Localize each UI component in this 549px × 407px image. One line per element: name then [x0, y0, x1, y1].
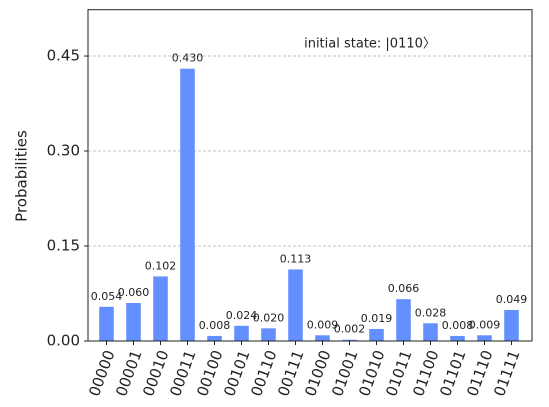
- value-label: 0.024: [226, 309, 258, 322]
- value-label: 0.028: [415, 306, 447, 319]
- bar: [180, 68, 195, 342]
- plot-frame: [87, 9, 533, 342]
- value-label: 0.102: [145, 259, 177, 272]
- bar: [207, 335, 222, 341]
- value-label: 0.020: [253, 311, 285, 324]
- bar: [126, 303, 141, 341]
- bar: [261, 328, 276, 341]
- bar: [423, 323, 438, 341]
- value-label: 0.009: [469, 318, 501, 331]
- bar: [504, 309, 519, 341]
- y-tick-label: 0.30: [47, 142, 80, 160]
- value-label: 0.049: [496, 293, 528, 306]
- value-label: 0.019: [361, 312, 393, 325]
- y-tick-label: 0.45: [47, 47, 80, 65]
- value-label: 0.430: [172, 52, 204, 65]
- value-label: 0.054: [91, 290, 123, 303]
- value-label: 0.009: [307, 318, 339, 331]
- value-label: 0.066: [388, 282, 420, 295]
- value-label: 0.008: [199, 319, 231, 332]
- value-label: 0.008: [442, 319, 474, 332]
- bar: [450, 335, 465, 341]
- y-axis-label: Probabilities: [13, 130, 31, 222]
- y-tick-label: 0.00: [47, 332, 80, 350]
- bar: [342, 339, 357, 341]
- bar: [99, 306, 114, 341]
- bar: [396, 299, 411, 341]
- y-tick-label: 0.15: [47, 237, 80, 255]
- bar: [477, 335, 492, 341]
- bar: [234, 325, 249, 341]
- annotation: initial state: |0110〉: [304, 37, 436, 52]
- bar: [153, 276, 168, 341]
- value-label: 0.060: [118, 286, 150, 299]
- bar: [288, 269, 303, 341]
- bar: [315, 335, 330, 341]
- value-label: 0.113: [280, 252, 312, 265]
- bar: [369, 328, 384, 341]
- value-label: 0.002: [334, 323, 366, 336]
